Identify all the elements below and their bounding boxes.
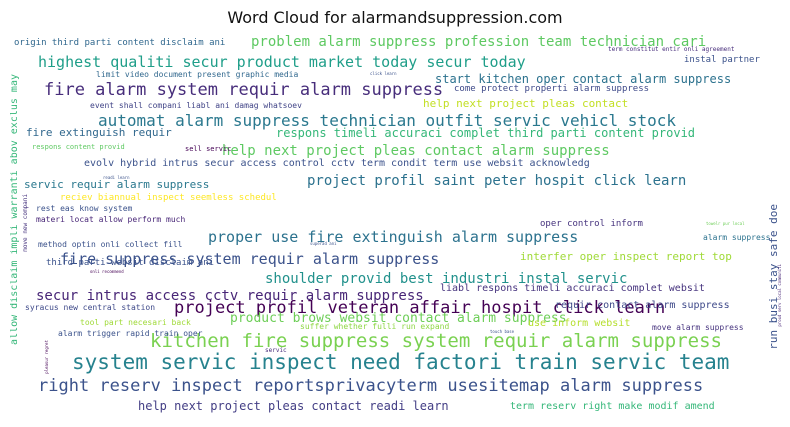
word-requir-contact-alarm-suppress: requir contact alarm suppress (555, 300, 730, 311)
word-method-optin-onli-collect-fill: method optin onli collect fill (38, 240, 183, 249)
word-come-protect-properti-alarm-suppress: come protect properti alarm suppress (454, 84, 650, 94)
word-project-profil-saint-peter-hospit-click-: project profil saint peter hospit click … (307, 173, 687, 189)
word-servic: servic (265, 347, 287, 354)
word-move-alarm-suppress: move alarm suppress (652, 323, 744, 332)
word-allow-disclaim-impli-warranti-abov-exclu: allow disclaim impli warranti abov exclu… (10, 74, 20, 345)
word-superad-ani: superad ani (310, 241, 337, 246)
chart-title: Word Cloud for alarmandsuppression.com (227, 8, 563, 27)
word-alarm-trigger-rapid-train-oper: alarm trigger rapid train oper (58, 329, 203, 338)
word-evolv-hybrid-intrus-secur-access-control: evolv hybrid intrus secur access control… (84, 158, 590, 169)
word-shoulder-provid-best-industri-instal-ser: shoulder provid best industri instal ser… (265, 271, 628, 287)
word-help-next-project-pleas-contact: help next project pleas contact (423, 97, 629, 110)
word-pleasur-regret: pleasur regret (44, 340, 49, 374)
word-click-learn: click learn (370, 71, 397, 76)
word-problem-alarm-suppress-profession-team-t: problem alarm suppress profession team t… (251, 34, 707, 50)
word-respons-timeli-accuraci-complet-third-pa: respons timeli accuraci complet third pa… (276, 126, 696, 140)
word-fire-suppress-system-requir-alarm-suppre: fire suppress system requir alarm suppre… (60, 250, 440, 268)
word-term-reserv-right-make-modif-amend: term reserv right make modif amend (510, 401, 715, 412)
word-product-brows-websit-contact-alarm-suppr: product brows websit contact alarm suppr… (230, 311, 567, 326)
word-proud-serv-local-communiti: proud serv local communiti (777, 264, 782, 327)
word-origin-third-parti-content-disclaim-ani: origin third parti content disclaim ani (14, 38, 226, 48)
word-automat-alarm-suppress-technician-outfit: automat alarm suppress technician outfit… (98, 111, 676, 130)
word-servic-requir-alarm-suppress: servic requir alarm suppress (24, 178, 210, 191)
word-rest-eas-know-system: rest eas know system (36, 204, 133, 213)
word-instal-partner: instal partner (684, 55, 760, 65)
word-respons-content-provid: respons content provid (32, 143, 125, 151)
word-cloud: system servic inspect need factori train… (10, 34, 787, 424)
word-alarm-suppress: alarm suppress (703, 233, 771, 242)
word-third-parti-websit-disclaim-ani: third parti websit disclaim ani (46, 258, 214, 268)
word-secur-intrus-access-cctv-requir-alarm-su: secur intrus access cctv requir alarm su… (36, 288, 424, 304)
word-limit-video-document-present-graphic-med: limit video document present graphic med… (96, 70, 299, 79)
word-term-constitut-entir-onli-agreement: term constitut entir onli agreement (608, 46, 735, 53)
word-use-inform-websit: use inform websit (528, 318, 631, 329)
word-move-new-compani: move new compani (22, 194, 29, 252)
word-suffer-whether-fulli-run-expand: suffer whether fulli run expand (300, 322, 450, 331)
word-project-profil-veteran-affair-hospit-cli: project profil veteran affair hospit cli… (174, 298, 666, 318)
word-fire-alarm-system-requir-alarm-suppress: fire alarm system requir alarm suppress (44, 80, 444, 100)
word-event-shall-compani-liabl-ani-damag-what: event shall compani liabl ani damag what… (90, 101, 302, 110)
word-help-next-project-pleas-contact-alarm-su: help next project pleas contact alarm su… (222, 143, 610, 159)
word-materi-locat-allow-perform-much: materi locat allow perform much (36, 215, 186, 224)
word-towelr-pur-local: towelr pur local (706, 221, 745, 226)
word-readi-learn: readi learn (103, 175, 130, 180)
word-fire-extinguish-requir: fire extinguish requir (26, 126, 172, 139)
word-oper-control-inform: oper control inform (540, 219, 643, 229)
word-right-reserv-inspect-reportsprivacyterm-: right reserv inspect reportsprivacyterm … (38, 376, 704, 396)
word-interfer-oper-inspect-report-top: interfer oper inspect report top (520, 250, 732, 263)
word-tool-part-necesari-back: tool part necesari back (80, 318, 191, 327)
word-help-next-project-pleas-contact-readi-le: help next project pleas contact readi le… (138, 399, 449, 413)
word-liabl-respons-timeli-accuraci-complet-we: liabl respons timeli accuraci complet we… (440, 283, 705, 294)
word-system-servic-inspect-need-factori-train: system servic inspect need factori train… (72, 350, 730, 374)
word-reciev-biannual-inspect-seemless-schedul: reciev biannual inspect seemless schedul (60, 193, 277, 203)
word-kitchen-fire-suppress-system-requir-alar: kitchen fire suppress system requir alar… (150, 330, 722, 352)
word-onli-recommend: onli recommend (90, 269, 124, 274)
word-highest-qualiti-secur-product-market-tod: highest qualiti secur product market tod… (38, 53, 526, 71)
word-start-kitchen-oper-contact-alarm-suppres: start kitchen oper contact alarm suppres… (435, 72, 732, 86)
word-proper-use-fire-extinguish-alarm-suppres: proper use fire extinguish alarm suppres… (208, 228, 579, 246)
word-sell-servic: sell servic (185, 145, 232, 153)
word-touch-base: touch base (490, 329, 515, 334)
word-syracus-new-central-station: syracus new central station (25, 303, 156, 312)
